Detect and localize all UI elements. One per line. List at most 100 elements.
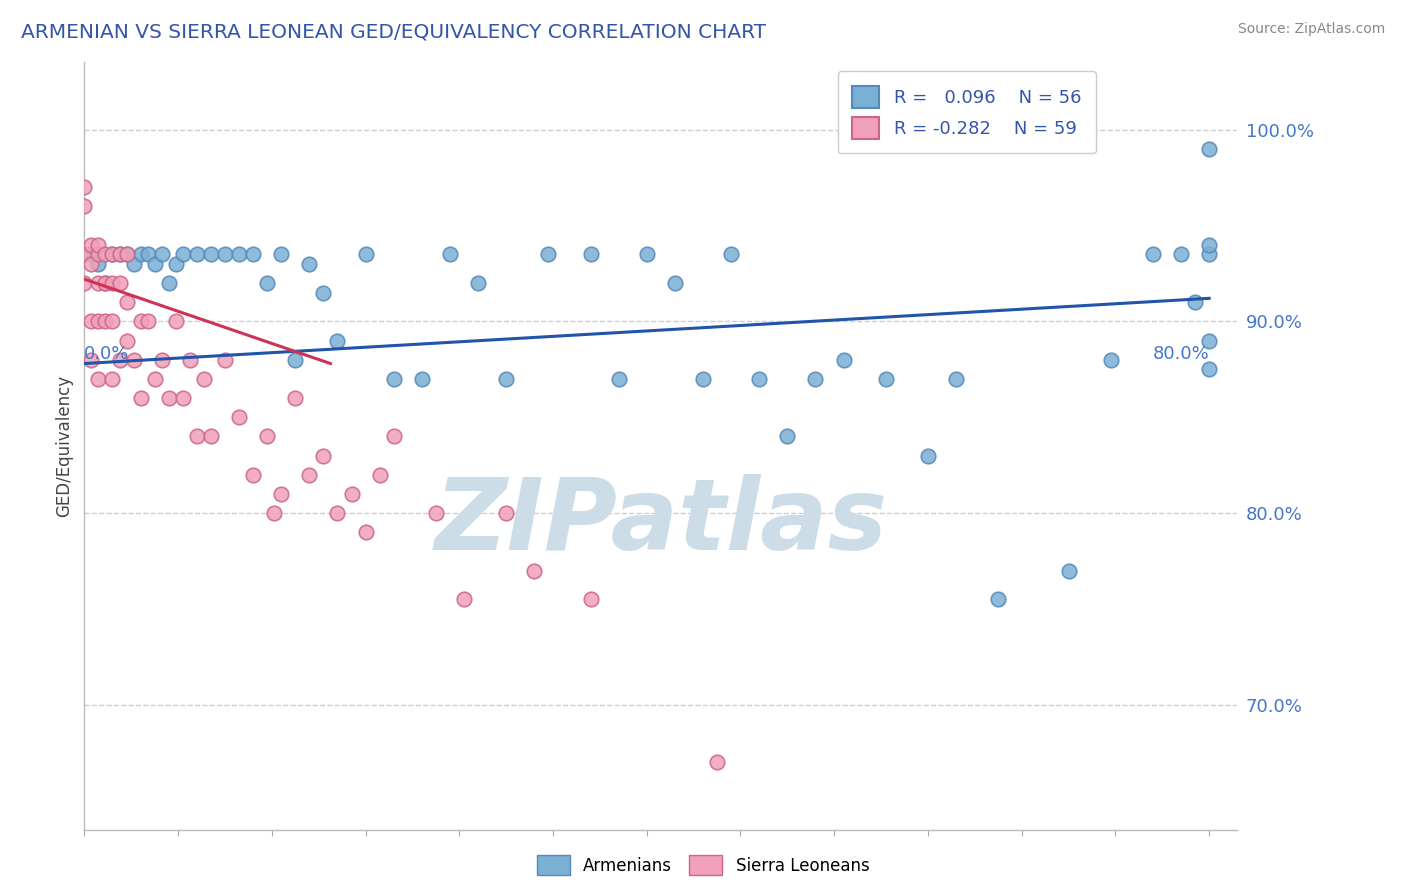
Point bbox=[129, 314, 152, 328]
Legend: R =   0.096    N = 56, R = -0.282    N = 59: R = 0.096 N = 56, R = -0.282 N = 59 bbox=[838, 71, 1095, 153]
Point bbox=[165, 257, 187, 271]
Point bbox=[1198, 334, 1220, 348]
Point bbox=[87, 314, 110, 328]
Point bbox=[115, 295, 138, 310]
Point bbox=[87, 372, 110, 386]
Point bbox=[101, 247, 124, 261]
Point bbox=[87, 247, 110, 261]
Point bbox=[172, 247, 194, 261]
Point bbox=[73, 199, 96, 213]
Y-axis label: GED/Equivalency: GED/Equivalency bbox=[55, 375, 73, 517]
Point bbox=[193, 372, 215, 386]
Point bbox=[73, 247, 96, 261]
Point bbox=[875, 372, 897, 386]
Point bbox=[312, 285, 335, 300]
Point bbox=[186, 429, 208, 443]
Point bbox=[340, 487, 363, 501]
Point bbox=[720, 247, 742, 261]
Point bbox=[179, 352, 201, 367]
Point bbox=[579, 592, 602, 607]
Point bbox=[80, 352, 103, 367]
Point bbox=[748, 372, 770, 386]
Point bbox=[1198, 362, 1220, 376]
Point bbox=[1170, 247, 1192, 261]
Point bbox=[73, 180, 96, 194]
Point bbox=[101, 372, 124, 386]
Point bbox=[108, 247, 131, 261]
Point bbox=[87, 257, 110, 271]
Point bbox=[537, 247, 560, 261]
Point bbox=[129, 391, 152, 405]
Point bbox=[122, 352, 145, 367]
Point bbox=[523, 564, 546, 578]
Point bbox=[804, 372, 827, 386]
Point bbox=[143, 372, 166, 386]
Point bbox=[186, 247, 208, 261]
Point bbox=[87, 237, 110, 252]
Point bbox=[80, 257, 103, 271]
Point bbox=[284, 352, 307, 367]
Point bbox=[115, 334, 138, 348]
Point bbox=[143, 257, 166, 271]
Point bbox=[115, 247, 138, 261]
Point bbox=[354, 247, 377, 261]
Point bbox=[917, 449, 939, 463]
Point bbox=[354, 525, 377, 540]
Point bbox=[101, 247, 124, 261]
Point bbox=[439, 247, 461, 261]
Point bbox=[495, 506, 517, 520]
Point bbox=[94, 276, 117, 290]
Point bbox=[228, 410, 250, 425]
Legend: Armenians, Sierra Leoneans: Armenians, Sierra Leoneans bbox=[529, 847, 877, 884]
Point bbox=[129, 247, 152, 261]
Point bbox=[284, 391, 307, 405]
Text: Source: ZipAtlas.com: Source: ZipAtlas.com bbox=[1237, 22, 1385, 37]
Point bbox=[108, 276, 131, 290]
Point bbox=[411, 372, 433, 386]
Point bbox=[80, 237, 103, 252]
Text: 80.0%: 80.0% bbox=[1153, 344, 1209, 363]
Point bbox=[73, 276, 96, 290]
Point bbox=[242, 467, 264, 482]
Point bbox=[1057, 564, 1080, 578]
Text: ARMENIAN VS SIERRA LEONEAN GED/EQUIVALENCY CORRELATION CHART: ARMENIAN VS SIERRA LEONEAN GED/EQUIVALEN… bbox=[21, 22, 766, 41]
Point bbox=[467, 276, 489, 290]
Point bbox=[1099, 352, 1122, 367]
Point bbox=[945, 372, 967, 386]
Point bbox=[1198, 247, 1220, 261]
Point bbox=[115, 247, 138, 261]
Point bbox=[94, 276, 117, 290]
Point bbox=[214, 247, 236, 261]
Point bbox=[256, 429, 278, 443]
Point bbox=[228, 247, 250, 261]
Point bbox=[776, 429, 799, 443]
Point bbox=[706, 756, 728, 770]
Point bbox=[692, 372, 714, 386]
Point bbox=[664, 276, 686, 290]
Point bbox=[108, 352, 131, 367]
Point bbox=[200, 247, 222, 261]
Point bbox=[607, 372, 630, 386]
Point bbox=[101, 314, 124, 328]
Point bbox=[326, 506, 349, 520]
Point bbox=[987, 592, 1010, 607]
Point bbox=[80, 314, 103, 328]
Point bbox=[150, 247, 173, 261]
Point bbox=[165, 314, 187, 328]
Point bbox=[136, 314, 159, 328]
Point bbox=[312, 449, 335, 463]
Point bbox=[108, 247, 131, 261]
Point bbox=[1198, 142, 1220, 156]
Point bbox=[636, 247, 658, 261]
Point bbox=[579, 247, 602, 261]
Text: ZIPatlas: ZIPatlas bbox=[434, 475, 887, 571]
Point bbox=[382, 429, 405, 443]
Point bbox=[270, 487, 292, 501]
Point bbox=[214, 352, 236, 367]
Point bbox=[242, 247, 264, 261]
Point bbox=[157, 391, 180, 405]
Point bbox=[101, 276, 124, 290]
Point bbox=[425, 506, 447, 520]
Point bbox=[150, 352, 173, 367]
Point bbox=[1198, 237, 1220, 252]
